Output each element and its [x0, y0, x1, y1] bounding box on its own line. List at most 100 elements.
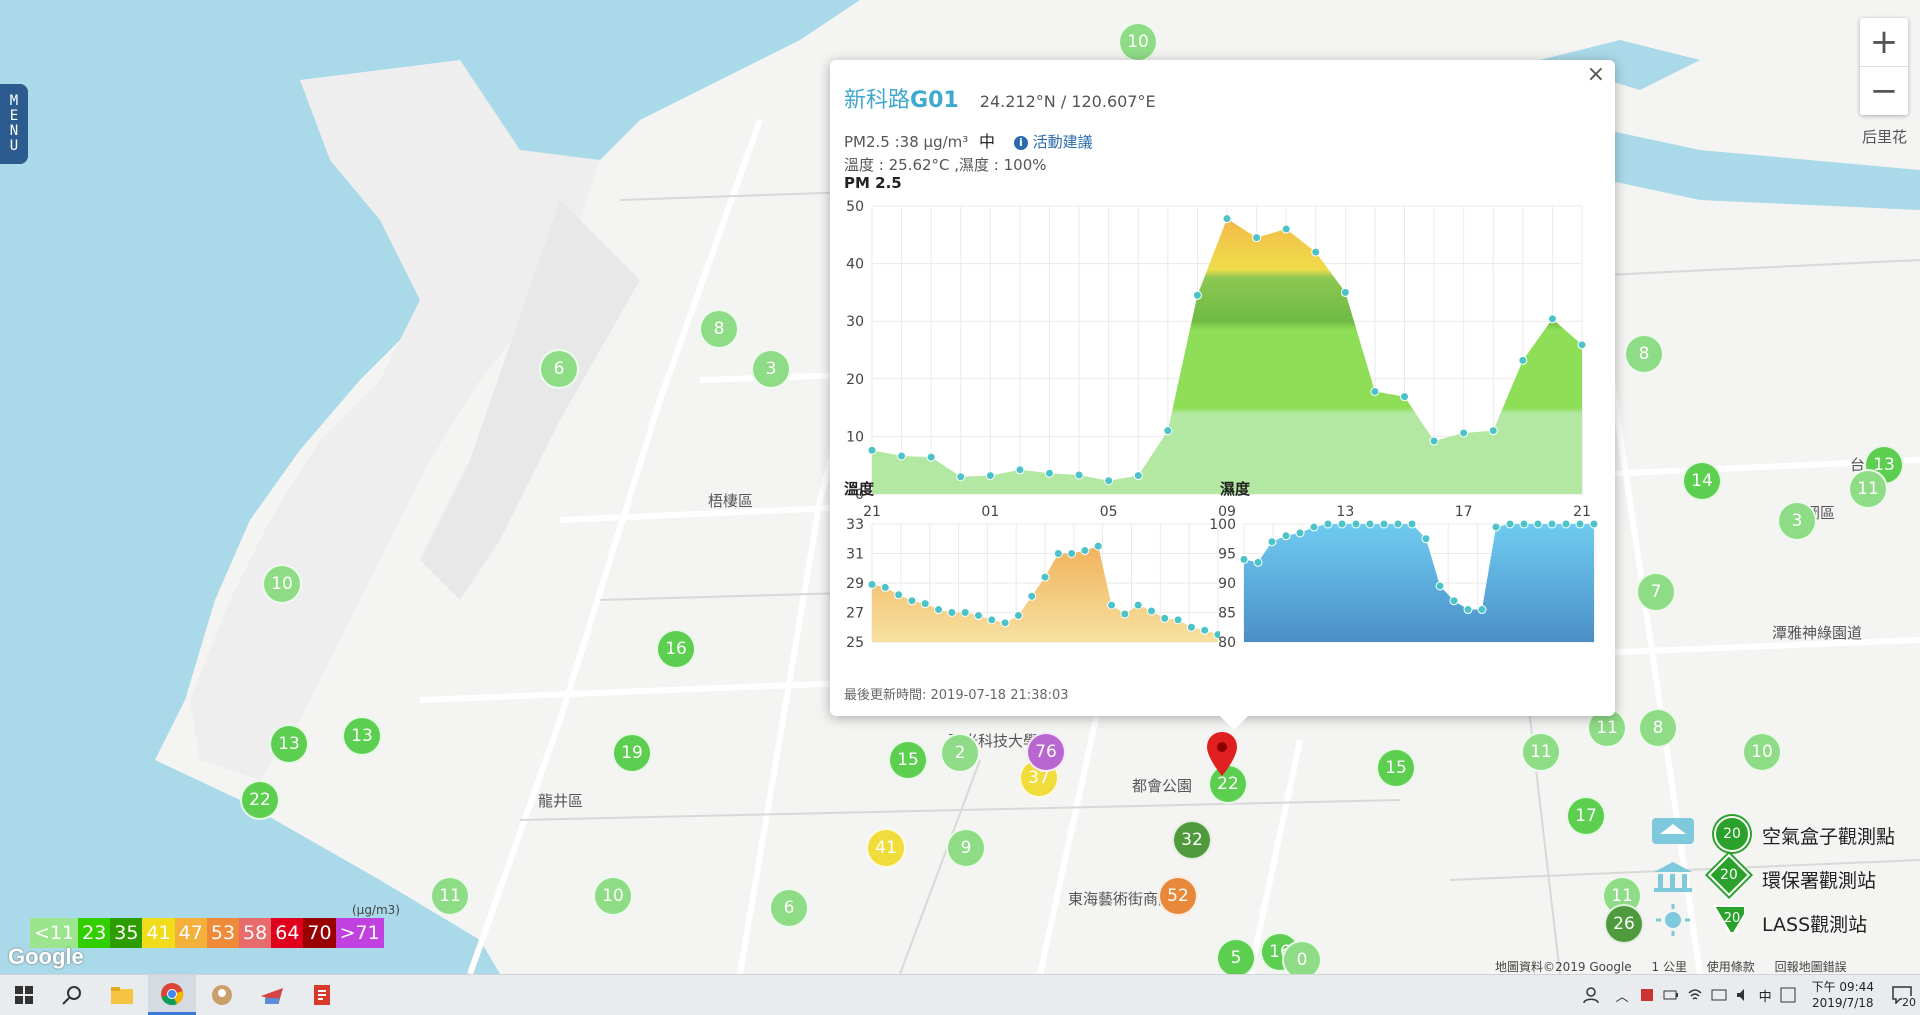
sensor-marker[interactable]: 2: [940, 733, 980, 773]
sensor-marker[interactable]: 7: [1636, 572, 1676, 612]
sensor-marker[interactable]: 6: [539, 349, 579, 389]
sensor-marker[interactable]: 6: [769, 888, 809, 928]
map-place-label: 都會公園: [1132, 777, 1193, 795]
sensor-marker[interactable]: 26: [1604, 904, 1644, 944]
legend-epa: 20 環保署觀測站: [1650, 853, 1920, 900]
x-tick-label: 09: [1218, 504, 1236, 520]
x-tick-label: 21: [1573, 504, 1591, 520]
zoom-out-button[interactable]: −: [1869, 71, 1899, 111]
data-point: [1213, 630, 1220, 640]
report-error-link[interactable]: 回報地圖錯誤: [1774, 960, 1847, 974]
y-tick-label: 10: [846, 429, 864, 445]
activity-advice-link[interactable]: i 活動建議: [1013, 133, 1093, 151]
sensor-marker[interactable]: 3: [1777, 501, 1817, 541]
data-point: [1393, 519, 1403, 529]
sensor-marker[interactable]: 19: [612, 733, 652, 773]
windows-start-icon[interactable]: [0, 975, 48, 1015]
sensor-marker[interactable]: 15: [888, 740, 928, 780]
tray-expand-icon[interactable]: ︿: [1615, 989, 1629, 1005]
legend-label: LASS觀測站: [1762, 914, 1868, 936]
zoom-in-button[interactable]: +: [1860, 18, 1908, 67]
close-icon[interactable]: ×: [1586, 62, 1605, 87]
data-point: [1173, 615, 1183, 625]
sensor-marker[interactable]: 5: [1216, 938, 1256, 974]
app-icon-4[interactable]: [298, 975, 346, 1015]
sensor-marker[interactable]: 15: [1376, 748, 1416, 788]
app-icon-3[interactable]: [248, 975, 296, 1015]
y-tick-label: 85: [1218, 606, 1236, 622]
sensor-marker[interactable]: 8: [699, 309, 739, 349]
info-icon: i: [1013, 135, 1028, 150]
data-point: [1267, 537, 1277, 547]
sensor-marker[interactable]: 22: [1208, 764, 1248, 804]
data-point: [1547, 314, 1557, 324]
search-icon[interactable]: [48, 975, 96, 1015]
y-tick-label: 40: [846, 257, 864, 273]
keyboard-icon[interactable]: [1711, 987, 1727, 1003]
sensor-marker[interactable]: 14: [1682, 461, 1722, 501]
data-point: [1160, 613, 1170, 623]
station-coordinates: 24.212°N / 120.607°E: [979, 92, 1156, 111]
sensor-marker[interactable]: 11: [1848, 469, 1888, 509]
sensor-marker[interactable]: 41: [866, 828, 906, 868]
sensor-marker[interactable]: 10: [262, 564, 302, 604]
wifi-icon[interactable]: [1687, 987, 1703, 1003]
station-type-legend: 20 空氣盒子觀測點 20 環保署觀測站 20 LASS觀測站: [1650, 812, 1920, 944]
sensor-marker[interactable]: 0: [1282, 940, 1322, 974]
x-tick-label: 01: [981, 504, 999, 520]
data-point: [894, 590, 904, 600]
sensor-marker[interactable]: 8: [1624, 334, 1664, 374]
station-code: G01: [910, 88, 959, 113]
map-canvas[interactable]: 梧棲區龍井區都會公園東海藝術街商圈弘光科技大學神岡區潭雅神綠園道后里花台灣 10…: [0, 0, 1920, 974]
data-point: [1547, 519, 1557, 529]
input-method-icon[interactable]: [1780, 987, 1796, 1003]
ime-indicator[interactable]: 中: [1758, 989, 1772, 1005]
chrome-icon[interactable]: [148, 975, 196, 1015]
data-point: [1295, 528, 1305, 538]
data-point: [1365, 519, 1375, 529]
sensor-marker[interactable]: 32: [1172, 820, 1212, 860]
notification-count: 20: [1902, 996, 1916, 1009]
data-point: [960, 608, 970, 617]
file-explorer-icon[interactable]: [98, 975, 146, 1015]
security-icon[interactable]: [1639, 987, 1655, 1003]
terms-link[interactable]: 使用條款: [1706, 960, 1755, 974]
sensor-marker[interactable]: 17: [1566, 796, 1606, 836]
y-tick-label: 20: [846, 372, 864, 388]
menu-button[interactable]: M E N U: [0, 84, 28, 164]
sensor-marker[interactable]: 10: [1742, 732, 1782, 772]
selected-location-pin-icon[interactable]: [1205, 730, 1239, 778]
app-icon-2[interactable]: [198, 975, 246, 1015]
volume-icon[interactable]: [1735, 987, 1751, 1003]
station-info-popup: × 新科路G01 24.212°N / 120.607°E PM2.5 :38 …: [830, 60, 1615, 730]
sensor-marker[interactable]: 10: [1118, 22, 1158, 62]
notification-center-icon[interactable]: 20: [1884, 975, 1920, 1015]
data-point: [1120, 609, 1130, 619]
sensor-marker[interactable]: 3: [751, 349, 791, 389]
system-tray: ︿ 中 下午 09:44 2019/7/18 20: [1582, 975, 1920, 1015]
sensor-marker[interactable]: 8: [1638, 708, 1678, 748]
battery-icon[interactable]: [1663, 987, 1679, 1003]
data-point: [1491, 522, 1501, 532]
sensor-marker[interactable]: 16: [656, 629, 696, 669]
legend-symbol-circle: 20: [1714, 816, 1750, 852]
data-point: [1561, 519, 1571, 529]
sensor-marker[interactable]: 11: [430, 876, 470, 916]
sensor-marker[interactable]: 22: [240, 780, 280, 820]
sensor-marker[interactable]: 11: [1521, 732, 1561, 772]
system-clock[interactable]: 下午 09:44 2019/7/18: [1812, 979, 1874, 1011]
chart-area: [1244, 524, 1594, 642]
sensor-marker[interactable]: 13: [269, 724, 309, 764]
data-point: [1429, 436, 1439, 446]
sensor-marker[interactable]: 10: [593, 876, 633, 916]
sensor-marker[interactable]: 9: [946, 828, 986, 868]
people-icon[interactable]: [1582, 986, 1600, 1004]
color-scale-cell: 53: [206, 918, 240, 948]
data-point: [934, 605, 944, 615]
data-point: [1133, 471, 1143, 481]
sensor-marker[interactable]: 13: [342, 716, 382, 756]
data-point: [1400, 392, 1409, 402]
data-point: [880, 582, 890, 592]
sensor-marker[interactable]: 52: [1158, 876, 1198, 916]
sensor-marker[interactable]: 76: [1026, 732, 1066, 772]
